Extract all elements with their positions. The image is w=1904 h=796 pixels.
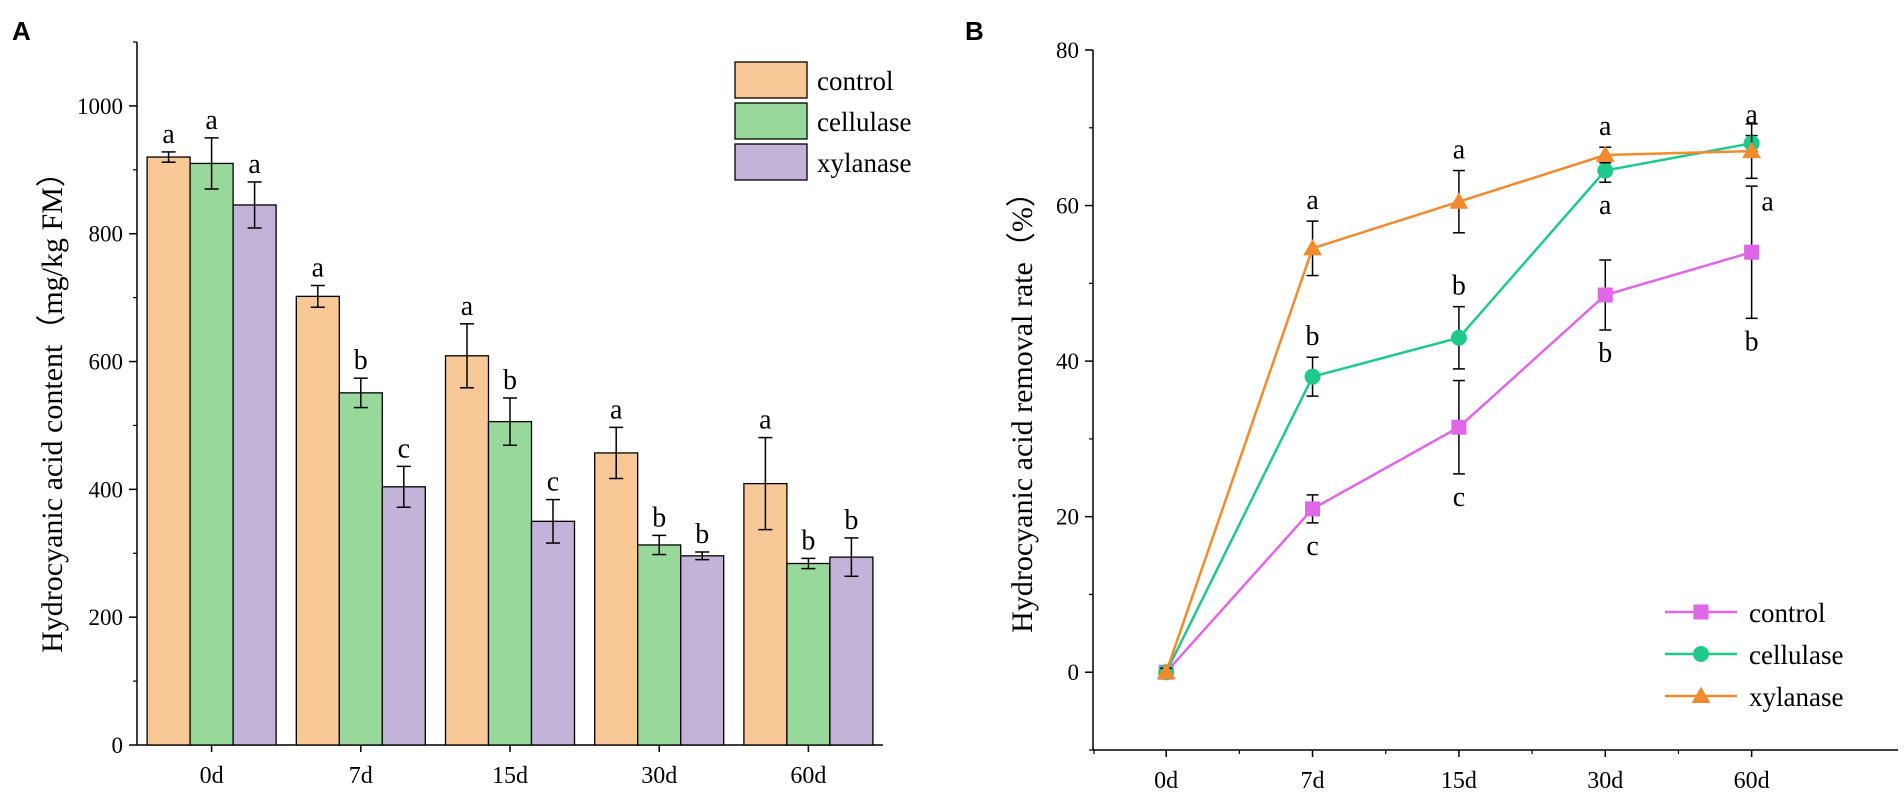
chart-b-x-tick-label: 7d [1301, 768, 1325, 794]
significance-letter: a [1599, 111, 1612, 142]
significance-letter: b [801, 525, 815, 556]
significance-letter: b [1452, 271, 1466, 302]
bar-control-7d [295, 295, 340, 746]
chart-a-x-tick-label: 60d [790, 763, 826, 789]
panel-label-a: A [12, 16, 31, 46]
significance-letter: b [695, 519, 709, 550]
significance-letter: c [1306, 531, 1318, 562]
bar-xylanase-7d [381, 486, 426, 746]
chart-b-y-tick-label: 80 [1056, 38, 1079, 63]
bar-cellulase-30d [637, 544, 682, 746]
point-cellulase-7d [1304, 368, 1321, 385]
legend-label-control: control [1749, 598, 1825, 628]
chart-a-y-tick-label: 800 [89, 222, 124, 247]
significance-letter: a [205, 105, 218, 136]
chart-a-y-axis-label: Hydrocyanic acid content（mg/kg FM） [36, 157, 69, 653]
bar-cellulase-7d [338, 392, 383, 746]
bar-cellulase-60d [786, 562, 831, 746]
point-xylanase-7d [1303, 238, 1322, 256]
bar-control-15d [444, 355, 490, 746]
chart-b-x-tick-label: 0d [1154, 768, 1178, 794]
legend-marker-cellulase [1693, 646, 1709, 662]
bar-xylanase-0d [232, 204, 277, 746]
significance-letter: a [1745, 100, 1758, 131]
significance-letter: b [1306, 321, 1320, 352]
significance-letter: c [1453, 482, 1465, 513]
bar-xylanase-60d [829, 556, 874, 746]
point-cellulase-30d [1597, 162, 1614, 179]
significance-letter: a [1599, 190, 1612, 221]
chart-a-x-tick-label: 30d [641, 763, 677, 789]
legend-swatch-xylanase [734, 143, 808, 181]
legend-label-xylanase: xylanase [1749, 682, 1843, 712]
point-control-15d [1451, 419, 1467, 435]
bar-xylanase-15d [530, 520, 576, 746]
significance-letter: a [759, 405, 772, 436]
point-xylanase-0d [1156, 662, 1176, 680]
significance-letter: a [248, 149, 261, 180]
legend-swatch-cellulase [734, 102, 808, 140]
chart-b-y-tick-label: 40 [1056, 349, 1079, 374]
bar-xylanase-30d [680, 555, 725, 746]
legend-label-cellulase: cellulase [1749, 640, 1843, 670]
point-xylanase-30d [1595, 145, 1615, 163]
legend-label-xylanase: xylanase [817, 148, 911, 178]
significance-letter: a [610, 394, 623, 425]
bar-control-30d [594, 452, 639, 746]
point-cellulase-15d [1450, 329, 1467, 346]
chart-a-x-tick-label: 15d [492, 763, 528, 789]
significance-letter: b [844, 505, 858, 536]
bar-control-0d [146, 156, 191, 746]
chart-a-y-tick-label: 1000 [77, 94, 123, 119]
significance-letter: b [503, 365, 517, 396]
point-xylanase-60d [1742, 141, 1762, 159]
point-control-60d [1744, 244, 1760, 260]
legend-label-control: control [817, 66, 893, 96]
chart-b-x-tick-label: 15d [1441, 768, 1477, 794]
legend-label-cellulase: cellulase [817, 107, 911, 137]
significance-letter: a [162, 119, 175, 150]
bar-cellulase-15d [487, 420, 533, 746]
chart-b-y-tick-label: 0 [1068, 660, 1080, 685]
significance-letter: a [1453, 135, 1466, 166]
significance-letter: b [652, 502, 666, 533]
significance-letter: c [547, 467, 559, 498]
significance-letter: b [1598, 338, 1612, 369]
chart-a-y-tick-label: 0 [112, 733, 124, 758]
chart-a-y-tick-label: 200 [89, 605, 124, 630]
legend-marker-xylanase [1691, 686, 1711, 704]
legend-swatch-control [734, 61, 808, 99]
chart-b-y-axis-label: Hydrocyanic acid removal rate（%） [1006, 177, 1039, 633]
chart-b-x-tick-label: 60d [1734, 768, 1770, 794]
point-xylanase-15d [1449, 192, 1469, 209]
significance-letter: c [398, 433, 410, 464]
chart-b: 0 20 40 60 80 0d 7d 15d 30d 60d c c b b b b a a a a a a contro… [1056, 38, 1898, 794]
panel-label-b: B [965, 16, 984, 46]
significance-letter: b [1745, 326, 1759, 357]
significance-letter: a [1306, 185, 1319, 216]
chart-a-x-tick-label: 0d [200, 763, 224, 789]
chart-b-x-tick-label: 30d [1587, 768, 1623, 794]
significance-letter: a [461, 291, 474, 322]
chart-a-x-tick-label: 7d [349, 763, 373, 789]
chart-b-y-tick-label: 60 [1056, 194, 1079, 219]
bar-cellulase-0d [189, 162, 234, 746]
significance-letter: a [312, 252, 325, 283]
legend-marker-control [1693, 604, 1709, 620]
point-control-7d [1305, 501, 1321, 517]
significance-letter: a [1761, 186, 1774, 217]
chart-b-y-tick-label: 20 [1056, 505, 1079, 530]
point-control-30d [1597, 287, 1613, 303]
chart-a-y-tick-label: 600 [89, 350, 124, 375]
chart-a-y-tick-label: 400 [89, 477, 124, 502]
significance-letter: b [354, 345, 368, 376]
